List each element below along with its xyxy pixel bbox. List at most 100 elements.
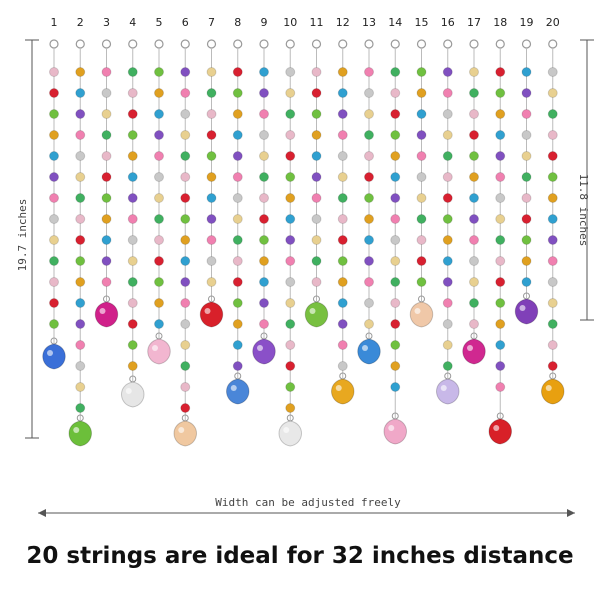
string-number: 10 <box>283 16 297 29</box>
string-number: 17 <box>467 16 481 29</box>
bead <box>127 340 138 350</box>
bead <box>206 235 217 245</box>
crystal-shine <box>388 425 395 431</box>
bead <box>49 130 59 140</box>
bead <box>416 193 427 203</box>
string-number: 2 <box>77 16 84 29</box>
bead <box>285 109 296 119</box>
crystal-shine <box>230 385 237 391</box>
string-number: 6 <box>182 16 189 29</box>
bead <box>337 214 348 224</box>
bead <box>364 298 374 308</box>
bead <box>337 67 348 77</box>
bead <box>206 130 217 140</box>
bead <box>206 193 217 203</box>
bead <box>101 67 112 77</box>
crystal-shine <box>257 345 263 351</box>
bead <box>416 172 427 182</box>
bead <box>49 298 59 308</box>
crystal-shine <box>178 427 185 433</box>
bead <box>232 235 243 245</box>
bead <box>390 88 401 98</box>
crystal-ball <box>357 338 381 365</box>
bead <box>495 319 506 329</box>
bead <box>285 298 296 308</box>
string-number: 11 <box>310 16 324 29</box>
bead <box>206 109 217 119</box>
string-number: 19 <box>520 16 534 29</box>
bead-strings <box>42 39 565 447</box>
bead <box>49 67 59 77</box>
bead <box>495 340 506 350</box>
bead <box>127 193 138 203</box>
bead <box>75 88 86 98</box>
bead <box>547 235 558 245</box>
bead <box>442 172 453 182</box>
bead <box>521 193 532 203</box>
hook-ring <box>338 39 348 49</box>
bead <box>390 67 401 77</box>
bead <box>75 382 86 392</box>
bead <box>232 256 243 266</box>
bead <box>259 193 269 203</box>
bead <box>285 382 296 392</box>
bead <box>75 130 86 140</box>
bead <box>127 109 138 119</box>
bead <box>49 151 59 161</box>
hook-ring <box>548 39 558 49</box>
bead <box>311 109 322 119</box>
bead <box>364 130 374 140</box>
bead <box>337 109 348 119</box>
bead <box>101 88 112 98</box>
bead <box>49 109 59 119</box>
crystal-shine <box>545 385 552 391</box>
bead <box>442 214 453 224</box>
crystal-ball <box>121 381 145 408</box>
crystal-ball <box>331 378 355 405</box>
bead <box>521 88 532 98</box>
bead <box>101 277 112 287</box>
bead <box>547 277 558 287</box>
bead <box>180 172 191 182</box>
bead <box>390 235 401 245</box>
bead <box>154 235 164 245</box>
bead <box>127 130 138 140</box>
bead <box>390 382 401 392</box>
bead <box>311 67 322 77</box>
bead <box>495 256 506 266</box>
bead <box>232 340 243 350</box>
crystal-ball <box>383 418 407 445</box>
bead <box>49 88 59 98</box>
bead <box>495 109 506 119</box>
bead <box>521 151 532 161</box>
bead <box>547 256 558 266</box>
crystal-shine <box>99 308 106 314</box>
bead <box>180 256 191 266</box>
bead <box>469 214 479 224</box>
bead <box>75 109 86 119</box>
bead <box>364 256 374 266</box>
bead <box>75 319 86 329</box>
bead <box>232 130 243 140</box>
bead <box>495 361 506 371</box>
hook-ring <box>390 39 400 49</box>
bead <box>364 88 374 98</box>
bead <box>259 88 269 98</box>
string-number: 4 <box>129 16 136 29</box>
bead <box>180 235 191 245</box>
bead <box>469 319 479 329</box>
bead <box>232 172 243 182</box>
hook-ring <box>233 39 243 49</box>
bead <box>547 172 558 182</box>
width-label: Width can be adjusted freely <box>215 496 401 509</box>
bead <box>259 256 269 266</box>
bead <box>469 109 479 119</box>
bead <box>101 193 112 203</box>
bead <box>154 193 164 203</box>
bead <box>416 235 427 245</box>
bead <box>364 235 374 245</box>
bead <box>154 298 164 308</box>
bead <box>206 151 217 161</box>
bead <box>416 214 427 224</box>
bead <box>49 193 59 203</box>
